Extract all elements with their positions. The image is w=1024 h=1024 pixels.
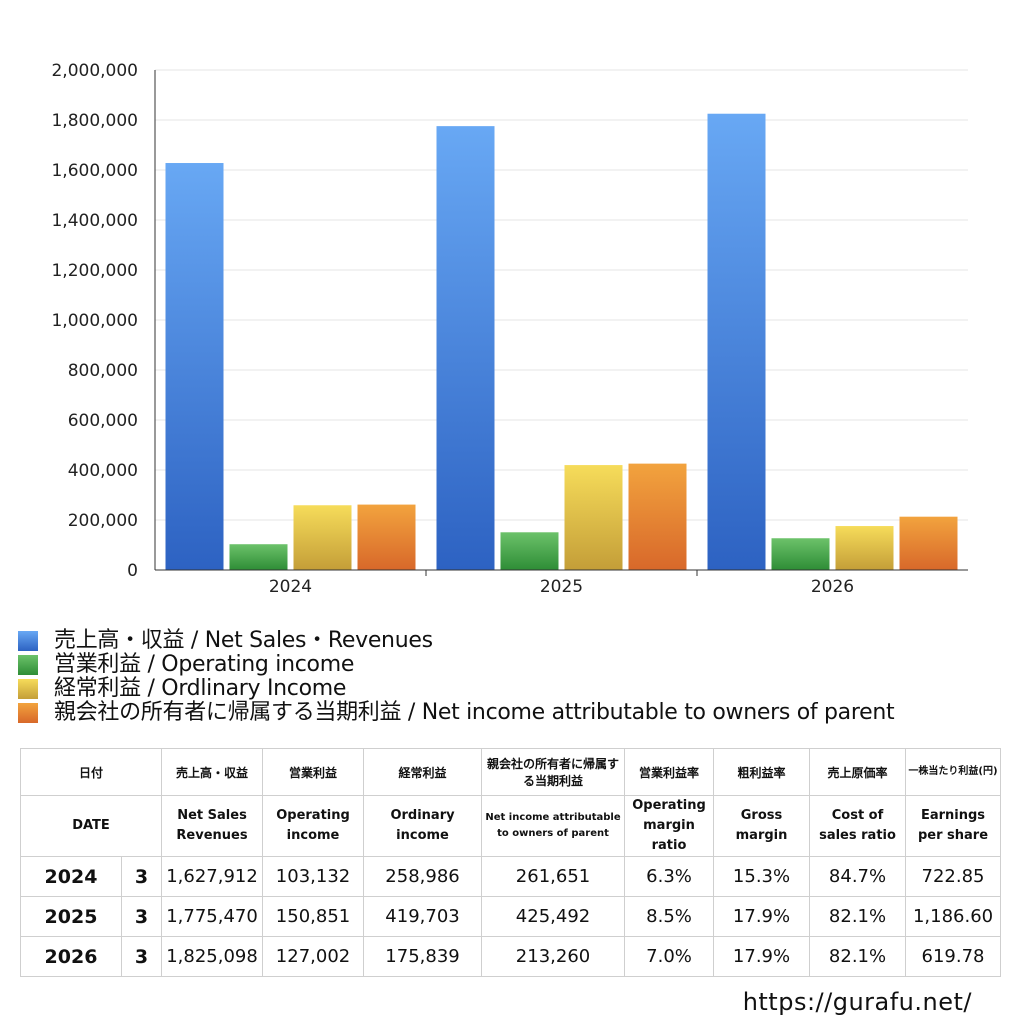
y-tick-label: 200,000 <box>68 511 138 531</box>
header-sales-ja: 売上高・収益 <box>161 748 264 796</box>
y-tick-label: 1,600,000 <box>51 161 138 181</box>
header-gross-margin-en: Gross margin <box>713 795 811 857</box>
cell-cost-ratio: 84.7% <box>809 856 907 897</box>
bar <box>835 526 894 570</box>
cell-operating: 150,851 <box>262 896 365 937</box>
cell-sales: 1,825,098 <box>161 936 264 977</box>
header-sales-en: Net Sales Revenues <box>161 795 264 857</box>
bar <box>357 504 416 570</box>
cell-cost-ratio: 82.1% <box>809 936 907 977</box>
table-row: 2024 3 1,627,912 103,132 258,986 261,651… <box>20 856 1002 897</box>
cell-ordinary: 258,986 <box>363 856 483 897</box>
header-operating-ja: 営業利益 <box>262 748 365 796</box>
cell-eps: 1,186.60 <box>905 896 1002 937</box>
header-ordinary-ja: 経常利益 <box>363 748 483 796</box>
bar <box>500 532 559 570</box>
legend-swatch-ordinary-income <box>18 679 38 699</box>
header-cost-ratio-en: Cost of sales ratio <box>809 795 907 857</box>
cell-month: 3 <box>120 856 163 897</box>
legend-label-ordinary-income: 経常利益 / Ordlinary Income <box>54 676 347 701</box>
cell-eps: 722.85 <box>905 856 1002 897</box>
cell-gross-margin: 15.3% <box>713 856 811 897</box>
x-tick-label: 2024 <box>269 577 312 597</box>
table-header-row-en: DATE Net Sales Revenues Operating income… <box>19 795 1002 857</box>
bar <box>293 505 352 570</box>
cell-month: 3 <box>120 896 163 937</box>
cell-op-margin: 6.3% <box>624 856 715 897</box>
cell-net-income: 213,260 <box>481 936 626 977</box>
y-tick-label: 2,000,000 <box>51 61 138 81</box>
footer-url[interactable]: https://gurafu.net/ <box>742 988 972 1016</box>
legend-label-operating-income: 営業利益 / Operating income <box>54 652 355 677</box>
legend-swatch-net-income <box>18 703 38 723</box>
bar <box>564 465 623 570</box>
cell-op-margin: 8.5% <box>624 896 715 937</box>
cell-ordinary: 175,839 <box>363 936 483 977</box>
legend-label-net-income: 親会社の所有者に帰属する当期利益 / Net income attributab… <box>54 700 895 725</box>
bar <box>771 538 830 570</box>
cell-ordinary: 419,703 <box>363 896 483 937</box>
legend-item-operating-income: 営業利益 / Operating income <box>18 653 1018 677</box>
table-header-row-ja: 日付 売上高・収益 営業利益 経常利益 親会社の所有者に帰属する当期利益 営業利… <box>19 748 1002 796</box>
cell-gross-margin: 17.9% <box>713 936 811 977</box>
header-eps-en: Earnings per share <box>905 795 1002 857</box>
legend-item-net-sales: 売上高・収益 / Net Sales・Revenues <box>18 629 1018 653</box>
bar-chart: 0 200,000 400,000 600,000 800,000 1,000,000 1,… <box>51 61 968 597</box>
bar <box>436 126 495 570</box>
x-tick-label: 2026 <box>811 577 854 597</box>
header-cost-ratio-ja: 売上原価率 <box>809 748 907 796</box>
header-gross-margin-ja: 粗利益率 <box>713 748 811 796</box>
header-net-income-en: Net income attributable to owners of par… <box>481 795 626 857</box>
table-row: 2025 3 1,775,470 150,851 419,703 425,492… <box>20 896 1002 937</box>
bar <box>707 113 766 571</box>
bar <box>229 544 288 570</box>
y-tick-label: 1,200,000 <box>51 261 138 281</box>
header-date-ja: 日付 <box>19 748 163 796</box>
header-operating-en: Operating income <box>262 795 365 857</box>
bar <box>628 463 687 570</box>
cell-gross-margin: 17.9% <box>713 896 811 937</box>
cell-op-margin: 7.0% <box>624 936 715 977</box>
y-tick-label: 0 <box>127 561 138 581</box>
legend-item-net-income: 親会社の所有者に帰属する当期利益 / Net income attributab… <box>18 701 1018 725</box>
x-tick-label: 2025 <box>540 577 583 597</box>
cell-month: 3 <box>120 936 163 977</box>
cell-eps: 619.78 <box>905 936 1002 977</box>
header-op-margin-en: Operating margin ratio <box>624 795 715 857</box>
header-date-en: DATE <box>19 795 163 857</box>
cell-operating: 103,132 <box>262 856 365 897</box>
cell-year: 2026 <box>20 936 122 977</box>
header-ordinary-en: Ordinary income <box>363 795 483 857</box>
y-tick-label: 600,000 <box>68 411 138 431</box>
y-tick-label: 400,000 <box>68 461 138 481</box>
header-op-margin-ja: 営業利益率 <box>624 748 715 796</box>
financial-table: 日付 売上高・収益 営業利益 経常利益 親会社の所有者に帰属する当期利益 営業利… <box>19 748 1002 977</box>
legend: 売上高・収益 / Net Sales・Revenues 営業利益 / Opera… <box>18 629 1018 725</box>
cell-year: 2024 <box>20 856 122 897</box>
legend-label-net-sales: 売上高・収益 / Net Sales・Revenues <box>54 628 433 653</box>
cell-sales: 1,775,470 <box>161 896 264 937</box>
legend-item-ordinary-income: 経常利益 / Ordlinary Income <box>18 677 1018 701</box>
header-eps-ja: 一株当たり利益(円) <box>905 748 1002 796</box>
cell-year: 2025 <box>20 896 122 937</box>
cell-net-income: 261,651 <box>481 856 626 897</box>
y-tick-label: 800,000 <box>68 361 138 381</box>
legend-swatch-operating-income <box>18 655 38 675</box>
y-tick-label: 1,000,000 <box>51 311 138 331</box>
table-row: 2026 3 1,825,098 127,002 175,839 213,260… <box>20 936 1002 977</box>
cell-cost-ratio: 82.1% <box>809 896 907 937</box>
y-tick-label: 1,400,000 <box>51 211 138 231</box>
header-net-income-ja: 親会社の所有者に帰属する当期利益 <box>481 748 626 796</box>
cell-operating: 127,002 <box>262 936 365 977</box>
cell-sales: 1,627,912 <box>161 856 264 897</box>
bar <box>165 163 224 570</box>
legend-swatch-net-sales <box>18 631 38 651</box>
bar <box>899 516 958 570</box>
y-tick-label: 1,800,000 <box>51 111 138 131</box>
cell-net-income: 425,492 <box>481 896 626 937</box>
